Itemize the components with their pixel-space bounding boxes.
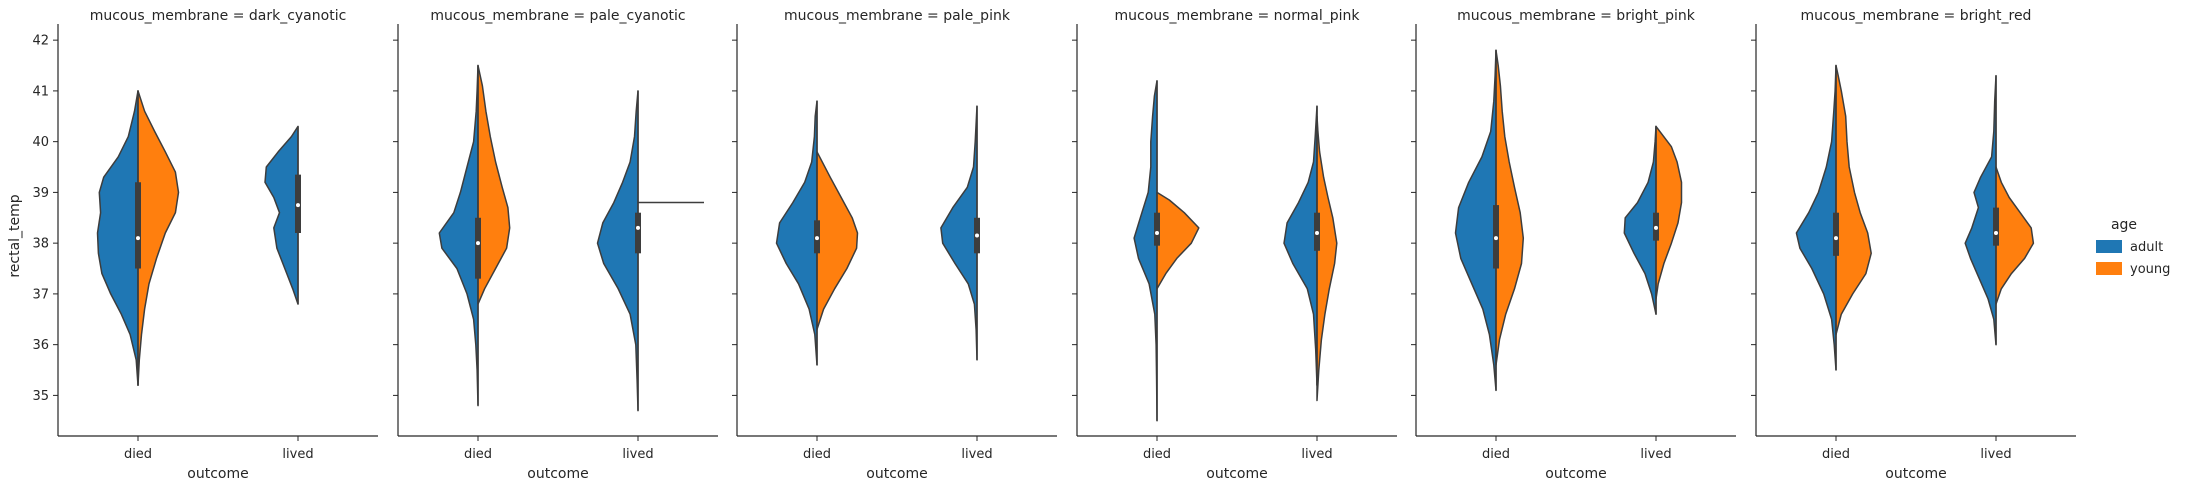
box-median xyxy=(1834,236,1838,241)
x-tick-label-died: died xyxy=(1822,447,1850,462)
x-tick-label-died: died xyxy=(803,447,831,462)
violin-adult-died xyxy=(1795,64,1837,371)
violin-adult-lived xyxy=(1283,105,1318,387)
box-iqr xyxy=(1833,212,1839,256)
x-axis-label: outcome xyxy=(1545,466,1606,482)
violin-young-lived xyxy=(1316,115,1338,402)
box-median xyxy=(296,203,300,208)
x-tick-label-lived: lived xyxy=(622,447,653,462)
violin-adult-died xyxy=(438,64,479,407)
box-iqr xyxy=(1993,207,1999,246)
y-tick-label: 38 xyxy=(32,237,49,252)
box-median xyxy=(975,233,979,238)
violin-adult-died xyxy=(1133,80,1158,422)
legend-swatch-adult xyxy=(2096,240,2122,253)
x-axis-label: outcome xyxy=(866,466,927,482)
box-iqr xyxy=(1154,212,1160,246)
box-median xyxy=(1155,231,1159,235)
box-iqr xyxy=(475,217,481,279)
x-tick-label-lived: lived xyxy=(961,447,992,462)
violin-young-died xyxy=(1835,64,1872,336)
violin-young-died xyxy=(1495,49,1525,366)
panels-layer: mucous_membrane = dark_cyanotic 35 36 37 38 3… xyxy=(32,8,2076,482)
x-tick-label-died: died xyxy=(1143,447,1171,462)
violin-young-died xyxy=(477,64,511,305)
facet-panel-dark_cyanotic: mucous_membrane = dark_cyanotic 35 36 37 38 3… xyxy=(32,8,378,482)
panel-title-dark_cyanotic: mucous_membrane = dark_cyanotic xyxy=(90,8,347,24)
box-median xyxy=(1994,231,1998,235)
x-tick-label-lived: lived xyxy=(1980,447,2011,462)
panel-title-pale_pink: mucous_membrane = pale_pink xyxy=(784,8,1011,24)
box-iqr xyxy=(635,212,641,254)
panel-title-pale_cyanotic: mucous_membrane = pale_cyanotic xyxy=(430,8,685,24)
x-axis-label: outcome xyxy=(1206,466,1267,482)
panel-title-normal_pink: mucous_membrane = normal_pink xyxy=(1115,8,1361,24)
violin-young-lived xyxy=(1655,125,1683,300)
box-median xyxy=(476,241,480,246)
violin-adult-lived xyxy=(1964,74,1997,346)
y-tick-label: 41 xyxy=(32,84,49,99)
panel-title-bright_red: mucous_membrane = bright_red xyxy=(1801,8,2032,24)
x-axis-label: outcome xyxy=(1885,466,1946,482)
panel-title-bright_pink: mucous_membrane = bright_pink xyxy=(1457,8,1696,24)
violin-young-died xyxy=(1156,191,1200,290)
x-tick-label-lived: lived xyxy=(1640,447,1671,462)
box-median xyxy=(815,236,819,241)
x-axis-label: outcome xyxy=(187,466,248,482)
y-tick-label: 36 xyxy=(32,338,49,353)
box-median xyxy=(636,225,640,230)
x-tick-label-died: died xyxy=(124,447,152,462)
x-tick-label-died: died xyxy=(464,447,492,462)
y-axis-label: rectal_temp xyxy=(7,194,23,277)
legend-entries: adult young xyxy=(2096,240,2170,277)
x-tick-label-lived: lived xyxy=(1301,447,1332,462)
box-median xyxy=(1315,231,1319,235)
y-tick-label: 35 xyxy=(32,389,49,404)
box-iqr xyxy=(135,182,141,269)
violin-young-died xyxy=(137,90,180,387)
violin-adult-died xyxy=(775,100,818,366)
legend-swatch-young xyxy=(2096,262,2122,275)
violin-adult-died xyxy=(1454,49,1497,392)
x-axis-label: outcome xyxy=(527,466,588,482)
violin-adult-lived xyxy=(940,105,978,361)
box-median xyxy=(136,236,140,241)
violin-young-died xyxy=(816,151,859,331)
y-tick-label: 40 xyxy=(32,135,49,150)
legend-label-adult: adult xyxy=(2130,240,2163,255)
x-tick-label-lived: lived xyxy=(282,447,313,462)
legend-label-young: young xyxy=(2130,262,2170,277)
y-tick-label: 39 xyxy=(32,186,49,201)
violin-adult-lived xyxy=(596,90,639,412)
y-tick-label: 37 xyxy=(32,287,49,302)
violin-adult-died xyxy=(96,90,139,387)
violin-adult-lived xyxy=(1623,125,1657,315)
box-median xyxy=(1654,225,1658,230)
x-tick-label-died: died xyxy=(1482,447,1510,462)
violin-young-lived xyxy=(1995,166,2035,305)
legend: age adult young xyxy=(2096,217,2170,277)
box-median xyxy=(1494,236,1498,241)
legend-title: age xyxy=(2111,217,2137,233)
y-tick-label: 42 xyxy=(32,34,49,49)
violin-adult-lived xyxy=(264,125,299,305)
